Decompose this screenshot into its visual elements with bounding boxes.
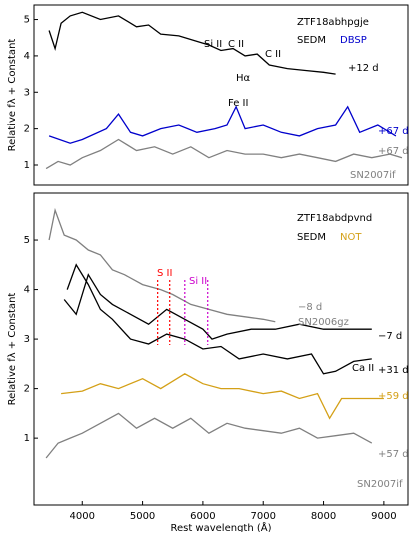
annotation: Si II	[189, 276, 207, 287]
annotation: S II	[157, 268, 172, 279]
annotation: Si II	[204, 39, 222, 50]
spectrum	[45, 138, 403, 170]
annotation: +59 d	[378, 391, 409, 402]
annotation: Ca II	[352, 363, 374, 374]
annotation: SEDM	[297, 35, 326, 46]
annotation: NOT	[340, 232, 362, 243]
annotation: Hα	[236, 73, 251, 84]
y-tick-label: 2	[24, 124, 30, 135]
y-tick-label: 3	[24, 87, 30, 98]
spectrum	[66, 263, 372, 375]
x-tick-label: 5000	[130, 511, 155, 522]
x-axis-label: Rest wavelength (Å)	[170, 521, 271, 532]
annotation: SN2006gz	[298, 317, 349, 328]
y-tick-label: 2	[24, 384, 30, 395]
y-tick-label: 5	[24, 15, 30, 26]
annotation: DBSP	[340, 35, 367, 46]
y-tick-label: 4	[24, 285, 30, 296]
x-tick-label: 4000	[70, 511, 95, 522]
plot-frame	[33, 4, 409, 186]
annotation: Fe II	[228, 98, 248, 109]
annotation: SEDM	[297, 232, 326, 243]
spectrum	[45, 412, 373, 459]
annotation: SN2007if	[350, 170, 396, 181]
spectrum	[48, 11, 336, 75]
x-tick-label: 6000	[190, 511, 215, 522]
annotation: C II	[228, 39, 244, 50]
annotation: +67 d	[378, 146, 409, 157]
annotation: −8 d	[298, 302, 322, 313]
x-tick-label: 8000	[311, 511, 336, 522]
annotation: −7 d	[378, 331, 402, 342]
annotation: +31 d	[378, 365, 409, 376]
plot-frame	[33, 192, 409, 506]
spectrum	[48, 105, 397, 144]
spectrum	[48, 207, 276, 323]
annotation: +12 d	[348, 63, 379, 74]
y-axis-label: Relative fλ + Constant	[7, 39, 18, 152]
annotation: ZTF18abhpgje	[297, 17, 369, 28]
y-axis-label: Relative fλ + Constant	[7, 293, 18, 406]
y-tick-label: 1	[24, 160, 30, 171]
x-tick-label: 7000	[250, 511, 275, 522]
y-tick-label: 5	[24, 235, 30, 246]
x-tick-label: 9000	[371, 511, 396, 522]
annotation: +57 d	[378, 449, 409, 460]
y-tick-label: 3	[24, 334, 30, 345]
y-tick-label: 4	[24, 51, 30, 62]
y-tick-label: 1	[24, 433, 30, 444]
annotation: C II	[265, 49, 281, 60]
annotation: ZTF18abdpvnd	[297, 213, 372, 224]
annotation: +67 d	[378, 126, 409, 137]
spectrum	[63, 273, 372, 340]
annotation: SN2007if	[357, 479, 403, 490]
spectrum	[61, 373, 384, 420]
